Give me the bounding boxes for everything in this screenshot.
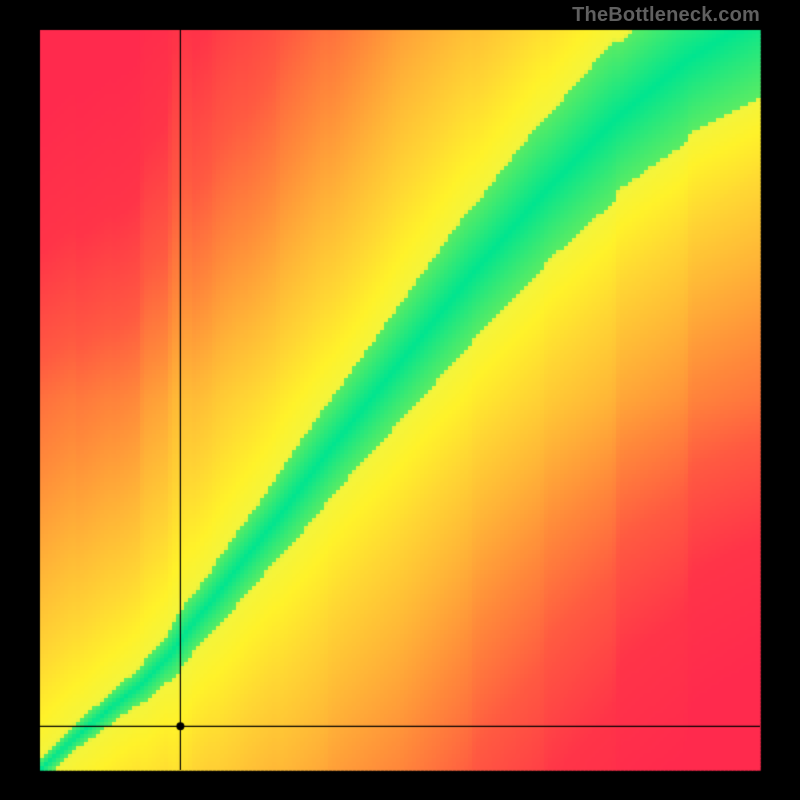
- chart-container: TheBottleneck.com: [0, 0, 800, 800]
- bottleneck-heatmap: [0, 0, 800, 800]
- attribution-label: TheBottleneck.com: [572, 4, 760, 27]
